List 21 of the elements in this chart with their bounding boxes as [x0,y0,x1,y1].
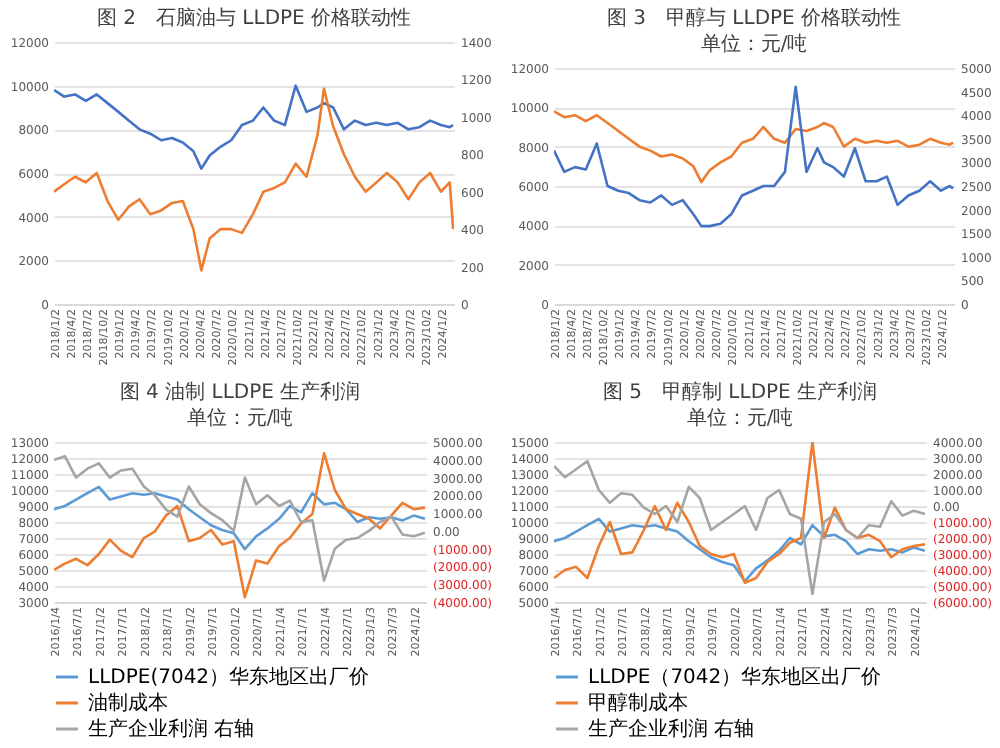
legend-label: 生产企业利润 右轴 [588,717,755,741]
line-series [554,85,954,228]
line-series [554,517,926,583]
line-series [554,459,926,596]
line-series [554,442,926,585]
chart-title: 图 2 石脑油与 LLDPE 价格联动性 [96,6,412,30]
chart-subtitle: 单位：元/吨 [700,32,808,56]
line-series [54,84,454,170]
chart-title: 图 3 甲醇与 LLDPE 价格联动性 [606,6,902,30]
chart-title: 图 5 甲醇制 LLDPE 生产利润 [602,380,878,404]
chart-subtitle: 单位：元/吨 [686,406,794,430]
line-series [54,485,426,551]
legend-label: 生产企业利润 右轴 [88,717,255,741]
legend-label: LLDPE(7042）华东地区出厂价 [88,665,370,689]
line-series [54,87,454,272]
legend-label: LLDPE（7042）华东地区出厂价 [588,665,882,689]
legend-label: 甲醇制成本 [588,691,688,715]
legend-label: 油制成本 [88,691,168,715]
chart-subtitle: 单位：元/吨 [186,406,294,430]
line-series [554,109,954,184]
chart-title: 图 4 油制 LLDPE 生产利润 [119,380,361,404]
